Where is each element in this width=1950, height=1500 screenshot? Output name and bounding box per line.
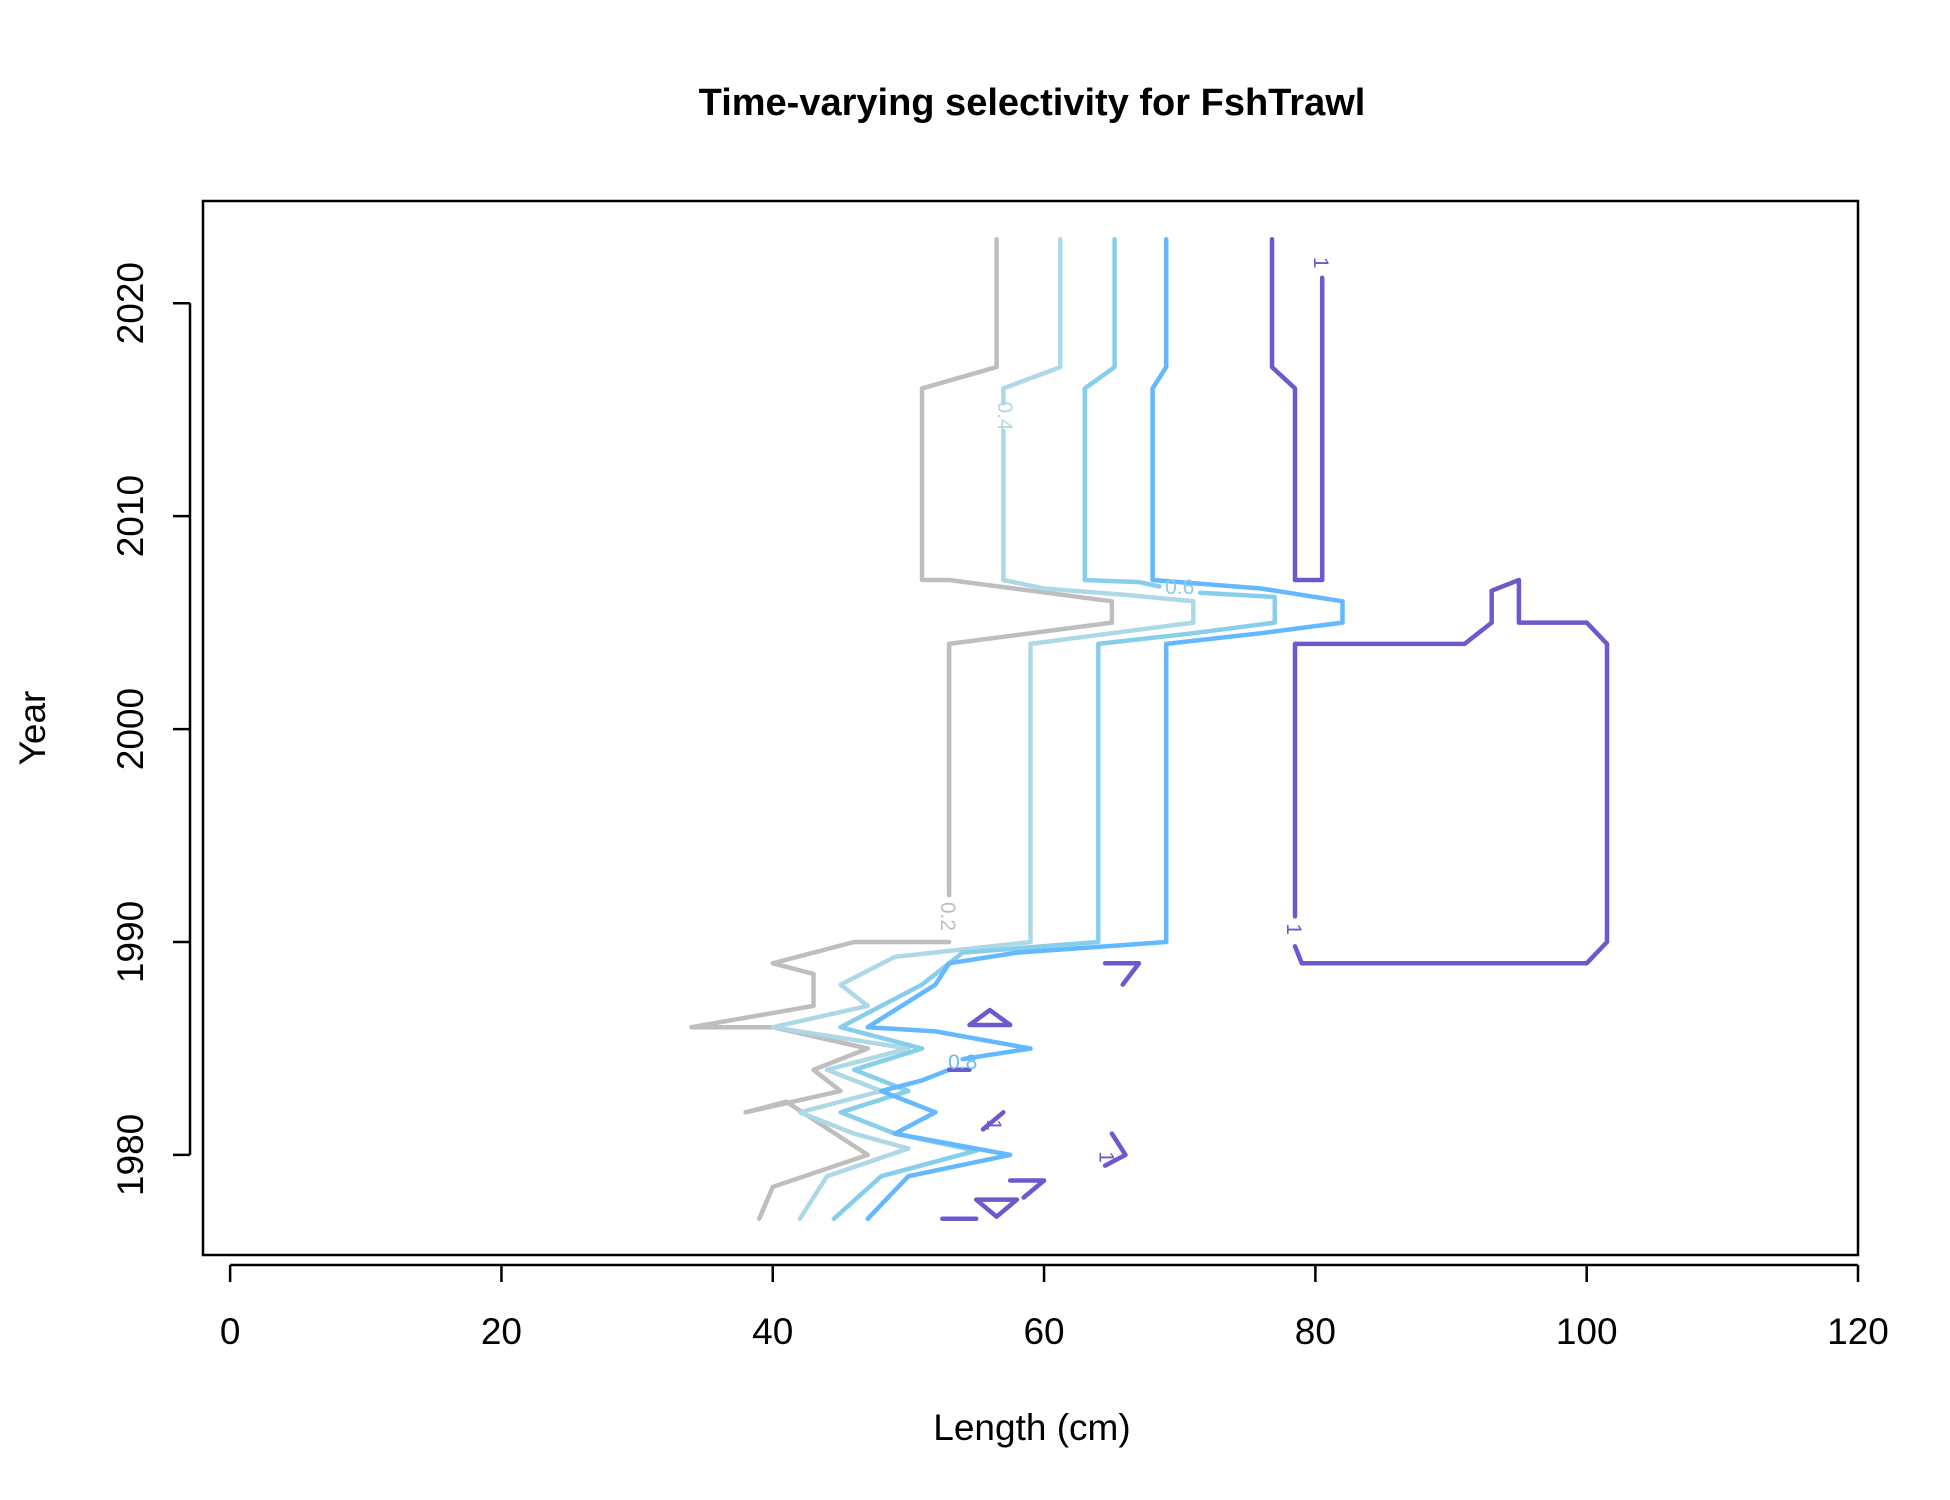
- contour-line-0.4: [770, 428, 1196, 1222]
- x-tick-label: 80: [1295, 1311, 1336, 1352]
- contour-label-0.4: 0.4: [993, 401, 1016, 431]
- x-tick-label: 100: [1556, 1311, 1618, 1352]
- contour-label-0.2: 0.2: [936, 902, 959, 931]
- y-axis: 1980 1990 2000 2010 2020: [110, 262, 192, 1196]
- contour-label-0.8: 0.8: [948, 1051, 977, 1074]
- contour-lines: [689, 237, 1610, 1222]
- contour-line-1: [1007, 1178, 1047, 1200]
- y-tick-label: 2000: [110, 688, 151, 770]
- x-tick-label: 120: [1827, 1311, 1889, 1352]
- chart-title: Time-varying selectivity for FshTrawl: [699, 82, 1366, 124]
- contour-line-1: [1269, 237, 1325, 583]
- x-tick-label: 60: [1023, 1311, 1064, 1352]
- x-tick-label: 40: [752, 1311, 793, 1352]
- y-tick-label: 2010: [110, 475, 151, 557]
- contour-line-0.8: [865, 1067, 1013, 1222]
- contour-line-0.6: [831, 590, 1277, 1222]
- x-tick-label: 20: [481, 1311, 522, 1352]
- contour-line-0.8: [865, 237, 1345, 1062]
- x-axis-label: Length (cm): [933, 1407, 1130, 1448]
- y-tick-label: 2020: [110, 262, 151, 344]
- contour-line-0.6: [1082, 237, 1162, 589]
- plot-frame: [201, 199, 1860, 1257]
- y-axis-label: Year: [12, 691, 53, 766]
- contour-line-1: [1102, 961, 1142, 987]
- contour-line-0.2: [919, 237, 1115, 898]
- contour-line-1: [980, 1110, 1006, 1132]
- contour-label-extra: 1: [982, 1119, 1005, 1131]
- contour-label-0.6: 0.6: [1165, 576, 1194, 599]
- x-tick-label: 0: [220, 1311, 241, 1352]
- contour-line-1: [967, 1007, 1013, 1028]
- x-axis: 0 20 40 60 80 100 120: [220, 1263, 1889, 1352]
- contour-line-1: [1292, 577, 1610, 966]
- contour-line-1: [973, 1197, 1020, 1219]
- contour-label-extra: 1: [1282, 923, 1305, 935]
- contour-line-0.2: [689, 939, 952, 1222]
- contour-label-extra: 1: [1095, 1151, 1118, 1163]
- contour-line-1: [1102, 1131, 1128, 1168]
- y-tick-label: 1980: [110, 1114, 151, 1196]
- contour-label-1: 1: [1309, 257, 1332, 269]
- y-tick-label: 1990: [110, 901, 151, 983]
- contour-line-0.4: [1001, 237, 1063, 406]
- contour-labels: 0.2 0.4 0.6 0.8 1 1 1 1: [936, 257, 1332, 1163]
